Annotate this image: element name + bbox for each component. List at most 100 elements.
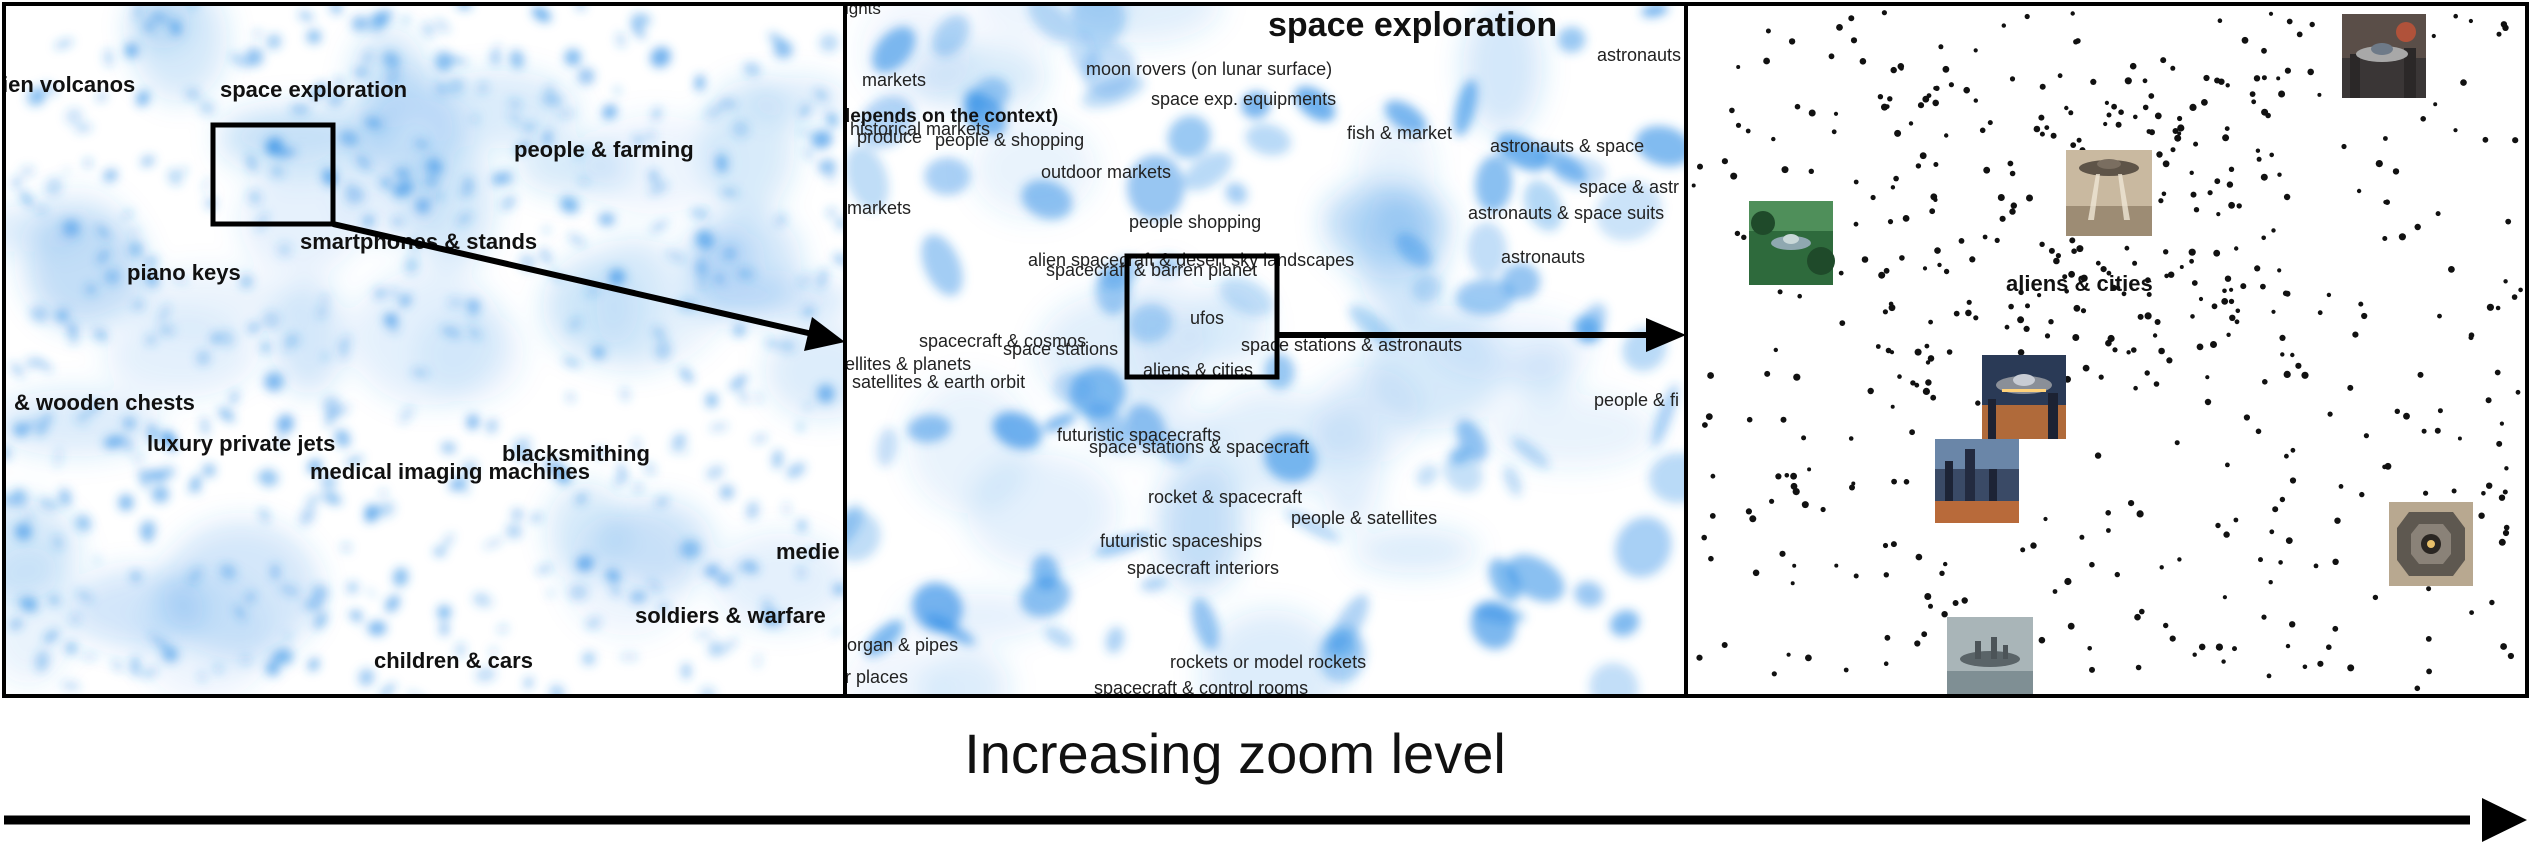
panel2-label: outdoor markets	[1041, 162, 1171, 182]
embedding-point	[2190, 191, 2197, 198]
embedding-point	[2043, 516, 2048, 522]
embedding-point	[2222, 288, 2227, 294]
embedding-point	[1848, 436, 1854, 441]
embedding-point	[2271, 228, 2276, 233]
embedding-point	[2398, 233, 2406, 241]
embedding-point	[2226, 332, 2231, 337]
embedding-point	[2189, 103, 2197, 111]
zoom-region-box	[210, 122, 336, 227]
embedding-point	[1735, 122, 1742, 128]
embedding-point	[2001, 23, 2007, 28]
embedding-point	[2044, 333, 2051, 339]
panel2-label: markets	[862, 70, 926, 90]
embedding-point	[2307, 68, 2314, 76]
embedding-point	[2114, 571, 2120, 578]
embedding-point	[1933, 162, 1939, 167]
embedding-point	[2338, 484, 2344, 489]
embedding-point	[1807, 467, 1812, 472]
embedding-point	[1922, 266, 1928, 271]
embedding-point	[2375, 160, 2383, 168]
embedding-point	[2255, 428, 2262, 435]
city-towers-image	[1935, 439, 2019, 523]
embedding-point	[2261, 75, 2267, 81]
embedding-point	[1792, 488, 1800, 496]
embedding-point	[1771, 671, 1777, 677]
zoom-axis-label: Increasing zoom level	[964, 722, 1506, 785]
panel2-label: rocket & spacecraft	[1148, 487, 1302, 507]
embedding-point	[1820, 506, 1826, 513]
embedding-point	[2216, 212, 2221, 217]
embedding-point	[2039, 241, 2045, 247]
embedding-point	[2142, 104, 2149, 111]
embedding-point	[1833, 111, 1839, 116]
embedding-point	[1850, 37, 1858, 44]
embedding-point	[2053, 257, 2060, 265]
embedding-point	[2453, 128, 2458, 133]
embedding-point	[2280, 352, 2285, 357]
embedding-point	[2190, 314, 2195, 319]
embedding-point	[2188, 248, 2196, 256]
embedding-point	[2222, 134, 2230, 142]
embedding-point	[2214, 178, 2221, 185]
embedding-point	[2038, 636, 2046, 644]
embedding-point	[1893, 175, 1899, 182]
embedding-point	[1932, 99, 1939, 107]
embedding-point	[1894, 129, 1902, 137]
embedding-point	[2196, 343, 2204, 351]
embedding-point	[1790, 581, 1795, 586]
embedding-point	[2107, 334, 2115, 343]
embedding-point	[1763, 57, 1770, 65]
embedding-point	[1773, 347, 1779, 353]
embedding-point	[2286, 18, 2293, 25]
embedding-point	[2272, 506, 2279, 513]
embedding-point	[1902, 215, 1910, 222]
embedding-point	[2235, 308, 2241, 314]
embedding-point	[2142, 78, 2148, 84]
embedding-point	[2284, 67, 2291, 74]
embedding-point	[1867, 387, 1874, 395]
embedding-point	[1958, 238, 1965, 244]
density-map-overview	[4, 4, 845, 696]
embedding-point	[1741, 234, 1747, 240]
embedding-point	[1890, 404, 1895, 409]
embedding-point	[2347, 664, 2355, 672]
embedding-point	[2145, 277, 2151, 284]
embedding-point	[1889, 350, 1895, 355]
embedding-point	[1891, 478, 1897, 485]
embedding-point	[2024, 13, 2030, 20]
embedding-point	[2503, 279, 2508, 284]
embedding-point	[2193, 141, 2199, 147]
embedding-point	[1808, 109, 1816, 117]
embedding-point	[1890, 541, 1897, 548]
embedding-point	[2098, 374, 2104, 380]
panel2-label: markets	[847, 198, 911, 218]
embedding-point	[2228, 166, 2235, 172]
embedding-point	[1953, 310, 1960, 317]
embedding-point	[2511, 294, 2518, 300]
point-panel: aliens & cities	[1686, 4, 2527, 696]
embedding-point	[1917, 102, 1925, 109]
embedding-point	[2105, 510, 2111, 516]
embedding-point	[2276, 76, 2281, 81]
embedding-point	[2136, 510, 2144, 518]
embedding-point	[2283, 370, 2291, 378]
embedding-point	[1745, 508, 1752, 515]
embedding-point	[1919, 152, 1927, 160]
embedding-point	[1966, 299, 1972, 305]
zoom-region-box	[1124, 253, 1280, 380]
embedding-point	[2261, 235, 2266, 241]
panel2-label: astronauts & space	[1490, 136, 1644, 156]
embedding-point	[2289, 621, 2296, 628]
embedding-point	[1883, 572, 1890, 578]
embedding-point	[2070, 142, 2077, 149]
embedding-point	[2110, 284, 2117, 291]
embedding-point	[2071, 248, 2077, 254]
embedding-point	[1877, 94, 1884, 100]
panel2-label: astronauts	[1501, 247, 1585, 267]
embedding-point	[2128, 500, 2135, 507]
embedding-point	[1781, 166, 1789, 174]
embedding-point	[2064, 577, 2072, 586]
panel2-label: spacecraft & barren planet	[1046, 260, 1257, 280]
embedding-point	[2518, 287, 2523, 293]
embedding-point	[1910, 380, 1916, 386]
